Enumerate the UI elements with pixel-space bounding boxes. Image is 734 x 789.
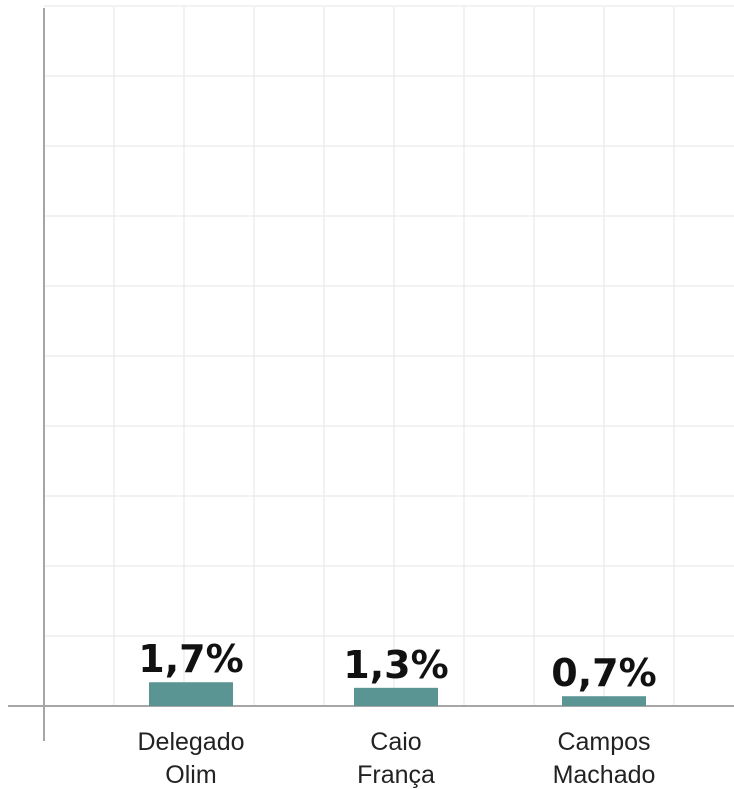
bar (562, 696, 646, 706)
grid-lines (44, 5, 734, 706)
data-label: 1,3% (343, 643, 448, 687)
bar (354, 687, 438, 706)
data-label: 1,7% (138, 637, 243, 681)
value-labels-group: 1,7% 1,3% 0,7% (138, 637, 656, 695)
category-tick-label: Machado (553, 761, 656, 789)
category-tick-label: França (357, 761, 435, 789)
bars-group (149, 682, 646, 706)
category-tick-label: Delegado (137, 728, 244, 756)
bar (149, 682, 233, 706)
category-labels-group: Delegado Olim Caio França Campos Machado (137, 728, 655, 789)
category-tick-label: Campos (557, 728, 650, 756)
category-tick-label: Caio (370, 728, 421, 756)
category-tick-label: Olim (165, 761, 216, 789)
data-label: 0,7% (551, 651, 656, 695)
chart-axes (8, 8, 734, 741)
